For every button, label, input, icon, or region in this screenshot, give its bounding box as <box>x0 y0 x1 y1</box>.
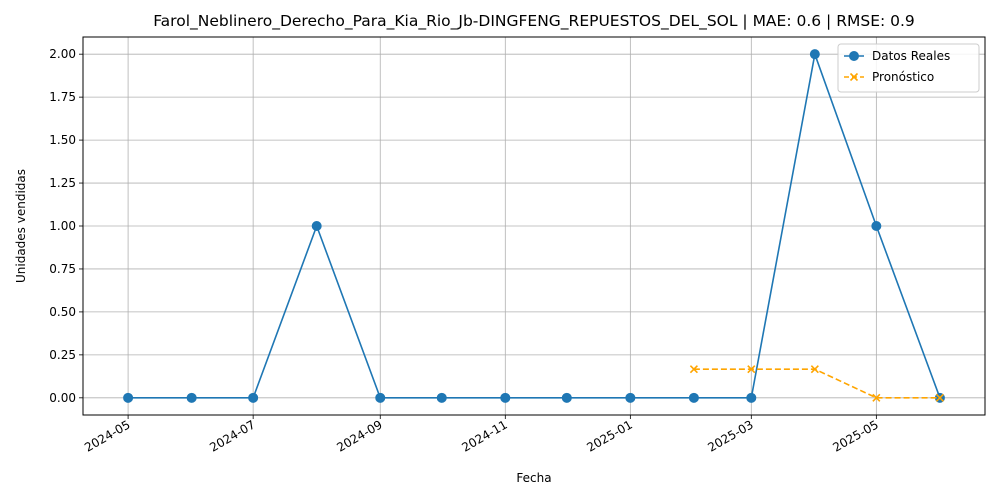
y-axis-label: Unidades vendidas <box>14 169 28 283</box>
x-tick-label: 2025-01 <box>584 417 634 454</box>
axes: 0.00 0.25 0.50 0.75 1.00 1.25 1.50 1.75 2.00 2024… <box>49 47 881 454</box>
marker-stroke <box>849 72 859 82</box>
x-tick-label: 2025-03 <box>705 417 755 454</box>
data-point <box>436 392 447 403</box>
marker-stroke <box>935 393 944 402</box>
data-point <box>123 392 134 403</box>
legend-item: Pronóstico <box>844 70 934 84</box>
y-tick-label: 1.00 <box>49 219 76 233</box>
y-tick-label: 0.25 <box>49 348 76 362</box>
marker-stroke <box>747 365 756 374</box>
y-tick-label: 1.25 <box>49 176 76 190</box>
chart-title: Farol_Neblinero_Derecho_Para_Kia_Rio_Jb-… <box>153 12 915 31</box>
data-point <box>186 392 197 403</box>
y-tick-label: 0.75 <box>49 262 76 276</box>
marker-stroke <box>810 365 819 374</box>
legend-box <box>837 43 980 93</box>
series-datos-reales <box>123 49 945 403</box>
data-point <box>688 392 699 403</box>
data-point <box>810 365 819 374</box>
x-axis-label: Fecha <box>516 471 551 485</box>
legend-marker <box>849 51 859 61</box>
data-point <box>248 392 259 403</box>
legend-label: Datos Reales <box>872 49 950 63</box>
y-tick-label: 1.50 <box>49 133 76 147</box>
x-tick-label: 2024-07 <box>207 417 257 454</box>
series-line <box>128 51 941 399</box>
data-point <box>871 221 882 231</box>
x-tick-label: 2025-05 <box>830 417 880 454</box>
marker-stroke <box>872 393 881 402</box>
data-point <box>872 393 881 402</box>
data-point <box>935 393 944 402</box>
data-point <box>689 365 698 374</box>
data-point <box>561 392 572 403</box>
x-tick-label: 2024-11 <box>459 417 509 454</box>
y-tick-label: 1.75 <box>49 90 76 104</box>
grid <box>83 37 985 415</box>
legend: Datos Reales Pronóstico <box>837 43 980 93</box>
legend-item: Datos Reales <box>844 49 950 63</box>
legend-marker <box>849 72 859 82</box>
y-tick-label: 2.00 <box>49 47 76 61</box>
data-point <box>625 392 636 403</box>
x-tick-label: 2024-09 <box>334 417 384 454</box>
series-line <box>693 368 940 399</box>
data-point <box>746 392 757 403</box>
y-tick-label: 0.50 <box>49 305 76 319</box>
x-tick-label: 2024-05 <box>82 417 132 454</box>
data-point <box>747 365 756 374</box>
data-point <box>375 392 386 403</box>
series-pronostico <box>689 365 944 402</box>
legend-label: Pronóstico <box>872 70 934 84</box>
series-layer <box>123 49 945 403</box>
data-point <box>809 49 820 60</box>
marker-stroke <box>689 365 698 374</box>
y-tick-label: 0.00 <box>49 391 76 405</box>
data-point <box>500 392 511 403</box>
data-point <box>311 221 322 231</box>
